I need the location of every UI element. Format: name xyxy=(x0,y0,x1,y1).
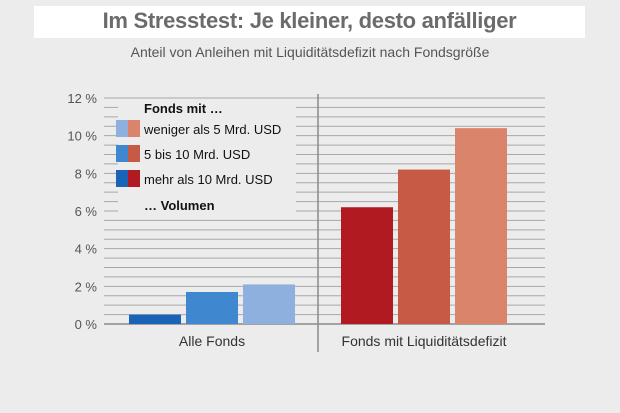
legend-item-label: weniger als 5 Mrd. USD xyxy=(143,122,281,137)
legend-swatch-left xyxy=(116,145,128,162)
legend-swatch-left xyxy=(116,120,128,137)
chart-subtitle: Anteil von Anleihen mit Liquiditätsdefiz… xyxy=(130,44,490,60)
legend-background xyxy=(118,104,296,216)
bar xyxy=(455,128,507,324)
bar xyxy=(129,314,181,324)
y-tick-label: 6 % xyxy=(75,204,98,219)
y-tick-label: 2 % xyxy=(75,279,98,294)
bar xyxy=(186,291,238,324)
legend-footer: … Volumen xyxy=(144,198,215,213)
legend-heading: Fonds mit … xyxy=(144,101,223,116)
y-tick-label: 12 % xyxy=(67,91,97,106)
y-tick-label: 10 % xyxy=(67,129,97,144)
bar xyxy=(243,284,295,324)
bar xyxy=(341,207,393,324)
chart-title: Im Stresstest: Je kleiner, desto anfälli… xyxy=(102,8,517,33)
legend-item-label: 5 bis 10 Mrd. USD xyxy=(144,147,250,162)
bar xyxy=(398,169,450,324)
y-tick-label: 8 % xyxy=(75,166,98,181)
x-category-label: Fonds mit Liquiditätsdefizit xyxy=(342,333,507,349)
legend-swatch-right xyxy=(128,120,140,137)
title-bar: Im Stresstest: Je kleiner, desto anfälli… xyxy=(34,6,585,38)
legend-swatch-left xyxy=(116,170,128,187)
legend-swatch-right xyxy=(128,145,140,162)
y-tick-label: 4 % xyxy=(75,242,98,257)
x-category-label: Alle Fonds xyxy=(179,333,245,349)
legend-swatch-right xyxy=(128,170,140,187)
legend-item-label: mehr als 10 Mrd. USD xyxy=(144,172,273,187)
y-tick-label: 0 % xyxy=(75,317,98,332)
